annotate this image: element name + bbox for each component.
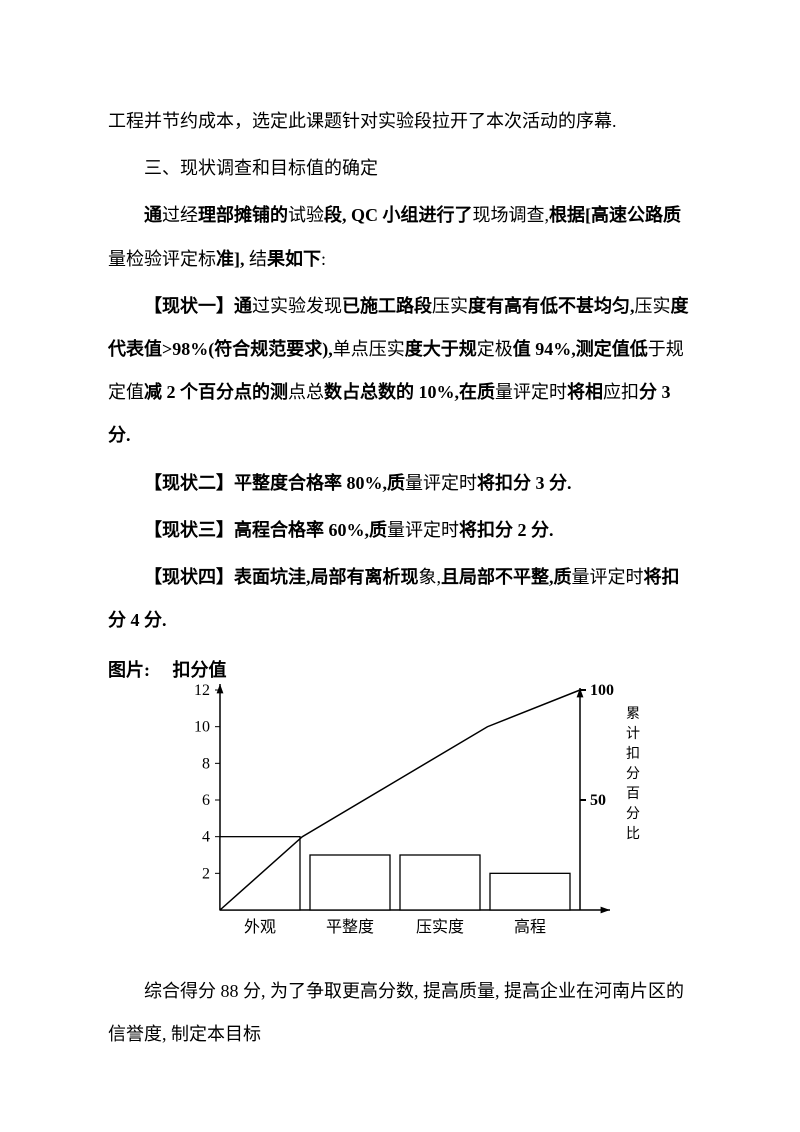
status-1: 【现状一】通过实验发现已施工路段压实度有高有低不甚均匀,压实度代表值>98%(符… [108, 285, 692, 458]
para-3: 通过经理部摊铺的试验段, QC 小组进行了现场调查,根据[高速公路质量检验评定标… [108, 194, 692, 280]
svg-text:百: 百 [626, 786, 640, 802]
text-run: 过经 [162, 205, 198, 225]
text-run: 准], [216, 249, 249, 269]
text-run: 数占总数的 10%,在质 [324, 382, 495, 402]
text-run: 单点压实 [333, 339, 405, 359]
text-run: 量评定时 [495, 382, 567, 402]
svg-text:扣: 扣 [626, 746, 640, 762]
text-run: 现场调查, [473, 205, 550, 225]
heading-3: 三、现状调查和目标值的确定 [108, 147, 692, 190]
text-run: 图片: [108, 660, 150, 680]
svg-text:8: 8 [202, 756, 210, 773]
text-run: 定极 [477, 339, 513, 359]
svg-text:分: 分 [626, 806, 640, 822]
para-end: 综合得分 88 分, 为了争取更高分数, 提高质量, 提高企业在河南片区的信誉度… [108, 970, 692, 1056]
pareto-chart: 2468101250100外观平整度压实度高程累计扣分百分比 [108, 680, 692, 960]
text-run: 理部摊铺的 [198, 205, 288, 225]
text-run: 度有高有低不甚均匀, [468, 296, 635, 316]
text-run: 通 [144, 205, 162, 225]
svg-text:平整度: 平整度 [326, 918, 374, 936]
text-run: 值 94%,测定值低 [513, 339, 648, 359]
text-run: 减 2 个百分点的测 [144, 382, 288, 402]
text-run: 压实 [432, 296, 468, 316]
text-run: 试验 [288, 205, 324, 225]
svg-text:高程: 高程 [514, 918, 546, 936]
text-run: 量评定时 [405, 473, 477, 493]
text-run: : [321, 249, 326, 269]
svg-text:12: 12 [194, 682, 210, 699]
svg-text:6: 6 [202, 792, 210, 809]
text-run: 【现状一】通 [144, 296, 252, 316]
status-2: 【现状二】平整度合格率 80%,质量评定时将扣分 3 分. [108, 462, 692, 505]
svg-text:4: 4 [202, 829, 210, 846]
text-run: 将相 [567, 382, 603, 402]
text-run: 已施工路段 [342, 296, 432, 316]
text-run: 应扣 [603, 382, 639, 402]
text-run: 【现状三】高程合格率 60%,质 [144, 520, 387, 540]
text-run: 量评定时 [572, 567, 644, 587]
text-run: 段, QC 小组进行了 [324, 205, 473, 225]
text-run: 根据[高速公路质 [549, 205, 681, 225]
text-run: 象, [419, 567, 442, 587]
text-run: 将扣分 2 分. [459, 520, 554, 540]
text-run: 【现状四】表面坑洼,局部有离析现 [144, 567, 419, 587]
text-run: 结 [249, 249, 267, 269]
svg-text:外观: 外观 [244, 918, 276, 936]
text-run: 压实 [635, 296, 671, 316]
status-4: 【现状四】表面坑洼,局部有离析现象,且局部不平整,质量评定时将扣分 4 分. [108, 556, 692, 642]
text-run: 量检验评定标 [108, 249, 216, 269]
document-page: 工程并节约成本，选定此课题针对实验段拉开了本次活动的序幕. 三、现状调查和目标值… [0, 0, 800, 1132]
chart-svg: 2468101250100外观平整度压实度高程累计扣分百分比 [140, 680, 660, 960]
svg-text:比: 比 [626, 826, 640, 842]
svg-text:100: 100 [590, 682, 614, 699]
svg-text:累: 累 [626, 707, 640, 722]
svg-text:10: 10 [194, 719, 210, 736]
text-run: 且局部不平整,质 [441, 567, 572, 587]
para-1: 工程并节约成本，选定此课题针对实验段拉开了本次活动的序幕. [108, 100, 692, 143]
status-3: 【现状三】高程合格率 60%,质量评定时将扣分 2 分. [108, 509, 692, 552]
svg-text:50: 50 [590, 792, 606, 809]
chart-title: 图片: 扣分值 [108, 656, 692, 682]
text-run: 果如下 [267, 249, 321, 269]
text-run: 量评定时 [387, 520, 459, 540]
text-run: 过实验发现 [252, 296, 342, 316]
svg-text:2: 2 [202, 866, 210, 883]
text-run: 扣分值 [173, 660, 227, 680]
text-run: 点总 [288, 382, 324, 402]
svg-text:计: 计 [626, 726, 640, 742]
svg-text:分: 分 [626, 766, 640, 782]
text-run: 【现状二】平整度合格率 80%,质 [144, 473, 405, 493]
text-run: 将扣分 3 分. [477, 473, 572, 493]
text-run: 度大于规 [405, 339, 477, 359]
svg-text:压实度: 压实度 [416, 918, 464, 936]
